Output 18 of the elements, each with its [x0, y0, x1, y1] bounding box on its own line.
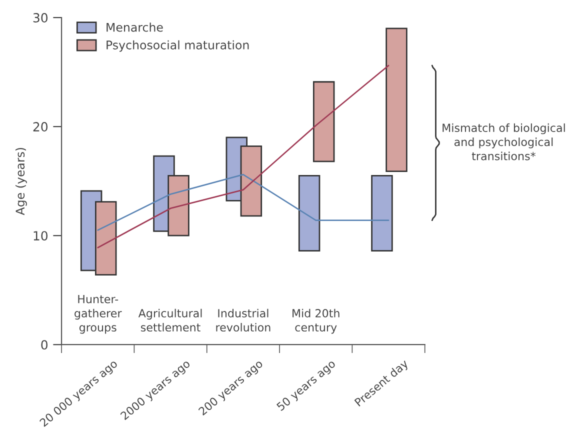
annotation: Agricultural settlement	[138, 308, 202, 332]
line-series	[97, 174, 390, 231]
y-tick-label: 10	[34, 231, 48, 241]
y-tick-label: 30	[33, 13, 48, 22]
y-tick-label: 20	[33, 122, 48, 132]
y-axis-title: Age (years)	[15, 148, 27, 216]
bar	[298, 174, 320, 252]
bar	[371, 174, 393, 252]
bar	[312, 81, 335, 162]
annotation: Hunter- gatherer groups	[74, 295, 122, 334]
annotation: Mid 20th century	[292, 308, 340, 334]
legend-label: Psychosocial maturation	[106, 40, 249, 52]
text: Mismatch of biological and psychological transitions*	[442, 123, 565, 160]
bar	[386, 28, 408, 172]
y-tick-label: 0	[41, 340, 48, 350]
annotation: Industrial revolution	[216, 308, 270, 332]
legend-label: Menarche	[106, 22, 163, 32]
line-series	[97, 64, 390, 248]
